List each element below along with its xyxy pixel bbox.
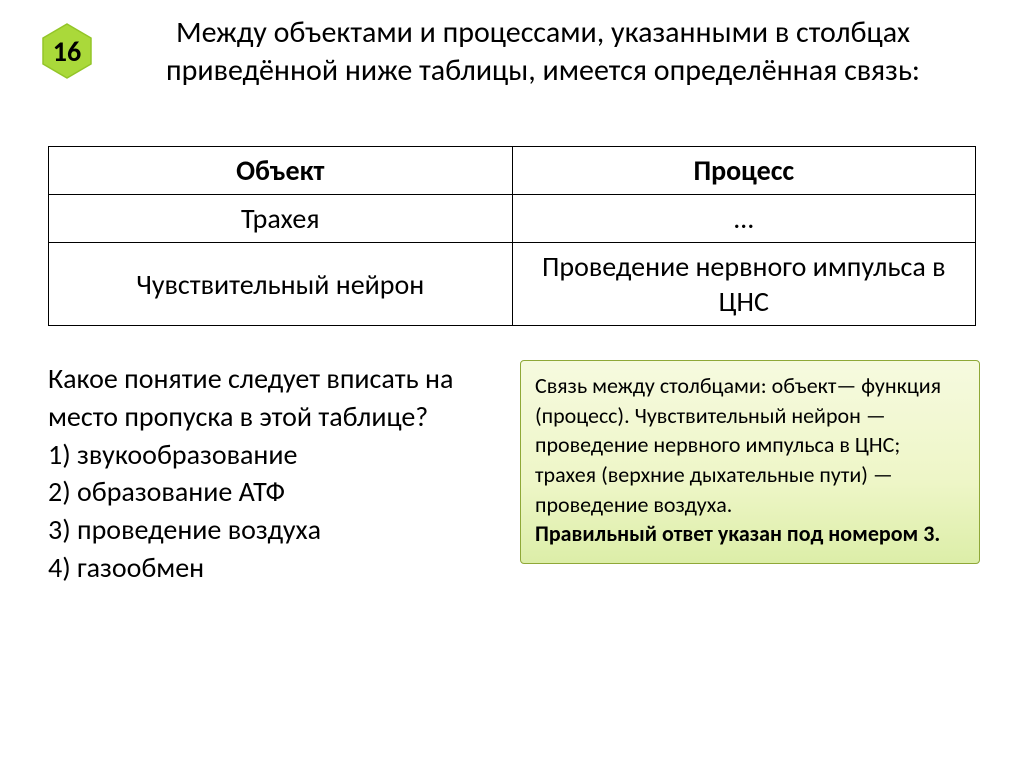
table-cell-process: Проведение нервного импульса в ЦНС [512,243,976,326]
table-cell-process: … [512,195,976,243]
answer-option: 1) звукообразование [48,436,488,474]
answer-option: 3) проведение воздуха [48,511,488,549]
question-block: Какое понятие следует вписать на место п… [48,360,488,587]
answer-option: 4) газообмен [48,549,488,587]
table-row: Трахея … [49,195,976,243]
explanation-box: Связь между столбцами: объект— функция (… [520,360,980,564]
table-header-object: Объект [49,147,513,195]
question-number-badge: 16 [38,22,96,80]
question-number: 16 [53,34,81,69]
answer-option: 2) образование АТФ [48,473,488,511]
question-prompt: Какое понятие следует вписать на место п… [48,360,488,436]
table-row: Чувствительный нейрон Проведение нервног… [49,243,976,326]
table-cell-object: Трахея [49,195,513,243]
question-title: Между объектами и процессами, указанными… [108,14,978,89]
table-header-row: Объект Процесс [49,147,976,195]
relation-table: Объект Процесс Трахея … Чувствительный н… [48,146,976,326]
explanation-text: Связь между столбцами: объект— функция (… [535,372,941,518]
table-cell-object: Чувствительный нейрон [49,243,513,326]
correct-answer: Правильный ответ указан под номером 3. [535,520,940,547]
table-header-process: Процесс [512,147,976,195]
